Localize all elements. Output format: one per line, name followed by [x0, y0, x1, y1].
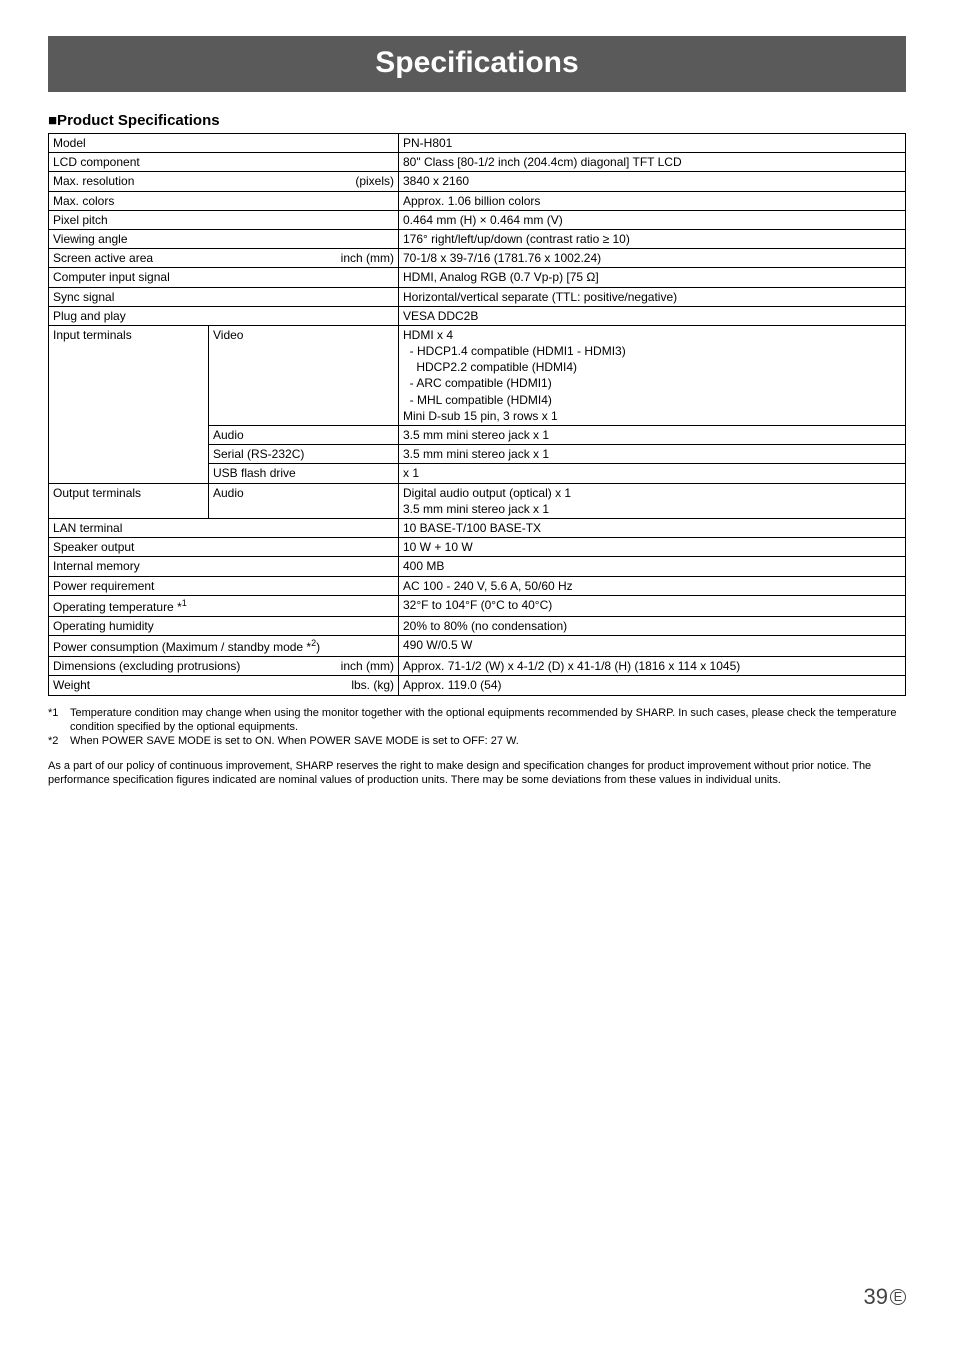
page-lang-mark: E — [890, 1289, 906, 1305]
page-title: Specifications — [48, 36, 906, 92]
table-row: Internal memory400 MB — [49, 557, 906, 576]
spec-label: Viewing angle — [49, 229, 399, 248]
spec-value: VESA DDC2B — [399, 306, 906, 325]
spec-value: 20% to 80% (no condensation) — [399, 616, 906, 635]
spec-value: Horizontal/vertical separate (TTL: posit… — [399, 287, 906, 306]
spec-label: Speaker output — [49, 538, 399, 557]
footnote-num: *1 — [48, 706, 70, 735]
table-row: Power requirementAC 100 - 240 V, 5.6 A, … — [49, 576, 906, 595]
spec-value: 32°F to 104°F (0°C to 40°C) — [399, 595, 906, 616]
table-row: LAN terminal10 BASE-T/100 BASE-TX — [49, 518, 906, 537]
spec-value: PN-H801 — [399, 134, 906, 153]
table-row: Sync signalHorizontal/vertical separate … — [49, 287, 906, 306]
spec-sublabel: Video — [209, 325, 399, 425]
table-row: Operating humidity20% to 80% (no condens… — [49, 616, 906, 635]
spec-value: 10 BASE-T/100 BASE-TX — [399, 518, 906, 537]
spec-label: Plug and play — [49, 306, 399, 325]
spec-label: LAN terminal — [49, 518, 399, 537]
footnote: *2When POWER SAVE MODE is set to ON. Whe… — [48, 734, 906, 748]
disclaimer: As a part of our policy of continuous im… — [48, 759, 906, 788]
footnote-text: When POWER SAVE MODE is set to ON. When … — [70, 734, 519, 748]
spec-sublabel: Audio — [209, 483, 399, 518]
spec-value: Approx. 119.0 (54) — [399, 676, 906, 695]
spec-value: 3.5 mm mini stereo jack x 1 — [399, 445, 906, 464]
spec-value: 3.5 mm mini stereo jack x 1 — [399, 426, 906, 445]
section-heading: ■Product Specifications — [48, 112, 906, 129]
footnote-text: Temperature condition may change when us… — [70, 706, 906, 735]
spec-value: 490 W/0.5 W — [399, 636, 906, 657]
spec-label: Output terminals — [49, 483, 209, 518]
spec-sublabel: Audio — [209, 426, 399, 445]
table-row: Screen active areainch (mm)70-1/8 x 39-7… — [49, 249, 906, 268]
spec-value: 10 W + 10 W — [399, 538, 906, 557]
table-row: Computer input signalHDMI, Analog RGB (0… — [49, 268, 906, 287]
spec-value: Approx. 71-1/2 (W) x 4-1/2 (D) x 41-1/8 … — [399, 657, 906, 676]
table-row: Speaker output10 W + 10 W — [49, 538, 906, 557]
spec-value: 70-1/8 x 39-7/16 (1781.76 x 1002.24) — [399, 249, 906, 268]
table-row: Viewing angle176° right/left/up/down (co… — [49, 229, 906, 248]
footnotes: *1Temperature condition may change when … — [48, 706, 906, 749]
spec-label: Operating temperature *1 — [49, 595, 399, 616]
spec-value: Digital audio output (optical) x 1 3.5 m… — [399, 483, 906, 518]
spec-label: Max. colors — [49, 191, 399, 210]
spec-label: Internal memory — [49, 557, 399, 576]
table-row: Max. resolution(pixels)3840 x 2160 — [49, 172, 906, 191]
table-row: Max. colorsApprox. 1.06 billion colors — [49, 191, 906, 210]
spec-value: HDMI, Analog RGB (0.7 Vp-p) [75 Ω] — [399, 268, 906, 287]
table-row: LCD component80" Class [80-1/2 inch (204… — [49, 153, 906, 172]
spec-label: Operating humidity — [49, 616, 399, 635]
table-row: Input terminalsVideoHDMI x 4 - HDCP1.4 c… — [49, 325, 906, 425]
table-row: Weightlbs. (kg)Approx. 119.0 (54) — [49, 676, 906, 695]
spec-label: Sync signal — [49, 287, 399, 306]
spec-label: Input terminals — [49, 325, 209, 483]
spec-sublabel: Serial (RS-232C) — [209, 445, 399, 464]
spec-value: x 1 — [399, 464, 906, 483]
page-number: 39E — [864, 1284, 906, 1310]
footnote: *1Temperature condition may change when … — [48, 706, 906, 735]
table-row: Output terminalsAudioDigital audio outpu… — [49, 483, 906, 518]
spec-value: 0.464 mm (H) × 0.464 mm (V) — [399, 210, 906, 229]
spec-label: Computer input signal — [49, 268, 399, 287]
page-number-value: 39 — [864, 1284, 888, 1309]
table-row: Power consumption (Maximum / standby mod… — [49, 636, 906, 657]
spec-value: HDMI x 4 - HDCP1.4 compatible (HDMI1 - H… — [399, 325, 906, 425]
footnote-num: *2 — [48, 734, 70, 748]
spec-sublabel: USB flash drive — [209, 464, 399, 483]
spec-label: Dimensions (excluding protrusions)inch (… — [49, 657, 399, 676]
spec-label: Weightlbs. (kg) — [49, 676, 399, 695]
spec-label: Max. resolution(pixels) — [49, 172, 399, 191]
spec-table: ModelPN-H801LCD component80" Class [80-1… — [48, 133, 906, 696]
table-row: Pixel pitch0.464 mm (H) × 0.464 mm (V) — [49, 210, 906, 229]
table-row: ModelPN-H801 — [49, 134, 906, 153]
spec-label: Power consumption (Maximum / standby mod… — [49, 636, 399, 657]
table-row: Operating temperature *132°F to 104°F (0… — [49, 595, 906, 616]
spec-label: Power requirement — [49, 576, 399, 595]
spec-value: 176° right/left/up/down (contrast ratio … — [399, 229, 906, 248]
spec-label: Model — [49, 134, 399, 153]
spec-label: LCD component — [49, 153, 399, 172]
spec-value: AC 100 - 240 V, 5.6 A, 50/60 Hz — [399, 576, 906, 595]
spec-value: 80" Class [80-1/2 inch (204.4cm) diagona… — [399, 153, 906, 172]
spec-label: Screen active areainch (mm) — [49, 249, 399, 268]
spec-value: 400 MB — [399, 557, 906, 576]
spec-label: Pixel pitch — [49, 210, 399, 229]
table-row: Dimensions (excluding protrusions)inch (… — [49, 657, 906, 676]
spec-value: 3840 x 2160 — [399, 172, 906, 191]
spec-value: Approx. 1.06 billion colors — [399, 191, 906, 210]
table-row: Plug and playVESA DDC2B — [49, 306, 906, 325]
